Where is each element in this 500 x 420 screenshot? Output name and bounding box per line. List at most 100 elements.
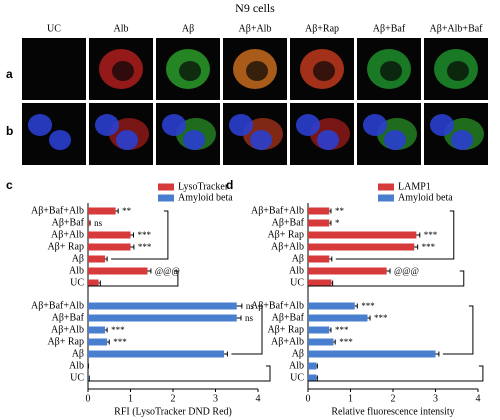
- bar: [308, 338, 334, 346]
- column-label: Aβ+Alb+Baf: [429, 23, 483, 34]
- column-label: Alb: [114, 23, 129, 34]
- bar: [88, 350, 224, 358]
- category-label: Aβ: [72, 253, 84, 264]
- error-bar: [236, 303, 243, 309]
- significance-label: ***: [339, 337, 353, 347]
- bracket: [88, 365, 271, 382]
- significance-label: ***: [361, 301, 375, 311]
- significance-label: ns: [246, 301, 255, 311]
- error-bar: [89, 220, 91, 226]
- cell-signal: [447, 61, 469, 81]
- row-label: a: [6, 67, 13, 81]
- nucleus: [95, 114, 119, 136]
- significance-label: ***: [138, 242, 152, 252]
- cell-signal: [246, 61, 268, 81]
- nucleus: [162, 114, 186, 136]
- bar: [308, 362, 317, 370]
- error-bar: [435, 351, 440, 357]
- bar: [88, 279, 99, 287]
- legend-swatch: [158, 194, 174, 202]
- bar: [308, 279, 332, 287]
- x-tick-label: 4: [256, 393, 261, 404]
- cell-signal: [179, 61, 201, 81]
- bar: [308, 207, 330, 215]
- category-label: Aβ: [292, 348, 304, 359]
- bracket: [231, 305, 263, 355]
- error-bar: [416, 232, 421, 238]
- nucleus: [49, 130, 71, 150]
- significance-label: ***: [424, 230, 438, 240]
- error-bar: [130, 232, 134, 238]
- category-label: Aβ+Baf: [52, 217, 85, 228]
- nucleus: [296, 114, 320, 136]
- category-label: Alb: [69, 360, 84, 371]
- category-label: Aβ+Alb: [271, 241, 304, 252]
- category-label: Aβ+Baf: [272, 217, 305, 228]
- error-bar: [386, 268, 391, 274]
- nucleus: [28, 114, 52, 136]
- x-tick-label: 0: [86, 393, 91, 404]
- bar: [308, 231, 417, 239]
- legend-label: LysoTracker: [178, 181, 229, 192]
- error-bar: [98, 280, 101, 286]
- category-label: UC: [290, 277, 304, 288]
- nucleus: [250, 130, 272, 150]
- category-label: Aβ+Alb: [51, 324, 84, 335]
- significance-label: **: [122, 206, 132, 216]
- bar: [308, 374, 317, 382]
- bar: [308, 243, 415, 251]
- error-bar: [115, 208, 119, 214]
- nucleus: [384, 130, 406, 150]
- significance-label: @@@: [155, 266, 180, 276]
- bar: [88, 207, 116, 215]
- nucleus: [451, 130, 473, 150]
- significance-label: ***: [335, 325, 349, 335]
- significance-label: @@@: [394, 266, 419, 276]
- category-label: Aβ+ Rap: [47, 241, 84, 252]
- error-bar: [236, 315, 242, 321]
- error-bar: [331, 280, 334, 286]
- column-label: UC: [47, 23, 61, 34]
- legend-label: Amyloid beta: [178, 192, 233, 203]
- error-bar: [107, 339, 110, 345]
- column-label: Aβ+Baf: [373, 23, 406, 34]
- category-label: Alb: [289, 265, 304, 276]
- bar: [308, 302, 355, 310]
- significance-label: ns: [245, 313, 254, 323]
- nucleus: [430, 114, 454, 136]
- category-label: Aβ+Baf: [272, 312, 305, 323]
- bar: [308, 267, 387, 275]
- category-label: Aβ+Baf: [52, 312, 85, 323]
- bar: [308, 255, 330, 263]
- category-label: Aβ+Baf+Alb: [251, 205, 304, 216]
- x-tick-label: 1: [128, 393, 133, 404]
- error-bar: [333, 339, 336, 345]
- bracket: [308, 365, 484, 382]
- significance-label: ***: [111, 325, 125, 335]
- x-axis-label: Relative fluorescence intensity: [331, 406, 454, 417]
- category-label: UC: [70, 372, 84, 383]
- figure-title: N9 cells: [235, 1, 275, 15]
- error-bar: [367, 315, 371, 321]
- legend-swatch: [378, 194, 394, 202]
- bracket: [335, 210, 455, 260]
- category-label: UC: [70, 277, 84, 288]
- category-label: Aβ+Baf+Alb: [31, 300, 84, 311]
- category-label: Aβ+Alb: [51, 229, 84, 240]
- error-bar: [414, 244, 419, 250]
- error-bar: [316, 375, 318, 381]
- bar: [88, 255, 105, 263]
- x-tick-label: 0: [306, 393, 311, 404]
- legend-swatch: [158, 183, 174, 191]
- bracket: [88, 270, 179, 287]
- significance-label: ***: [374, 313, 388, 323]
- bar: [88, 231, 131, 239]
- bar: [308, 219, 330, 227]
- x-axis-label: RFI (LysoTracker DND Red): [114, 406, 232, 417]
- column-label: Aβ: [182, 23, 194, 34]
- category-label: Aβ+Alb: [271, 336, 304, 347]
- significance-label: **: [335, 206, 345, 216]
- category-label: Alb: [289, 360, 304, 371]
- error-bar: [329, 208, 332, 214]
